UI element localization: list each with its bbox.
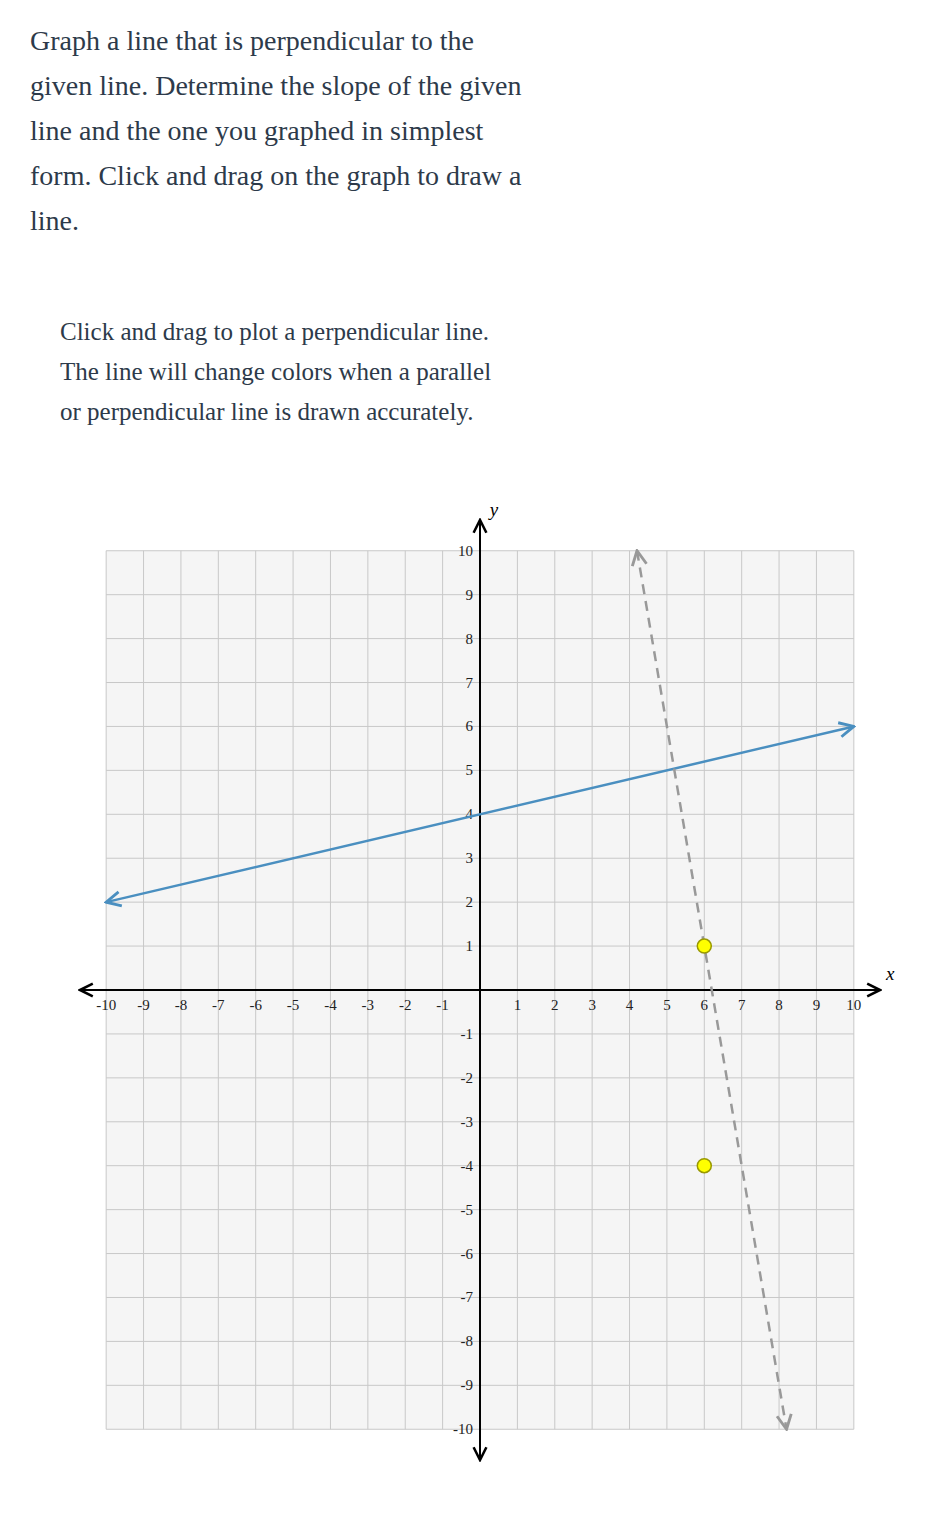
y-tick-label: 7 [466, 675, 474, 691]
line [106, 726, 854, 902]
x-tick-label: -3 [362, 997, 375, 1013]
y-tick-label: 3 [466, 850, 474, 866]
point [697, 939, 711, 953]
x-tick-label: -6 [249, 997, 262, 1013]
x-tick-label: 9 [813, 997, 821, 1013]
y-tick-label: 2 [466, 894, 474, 910]
x-tick-label: 10 [846, 997, 861, 1013]
y-tick-label: -2 [461, 1070, 474, 1086]
y-tick-label: -5 [461, 1202, 474, 1218]
x-tick-label: -10 [96, 997, 116, 1013]
x-tick-label: 7 [738, 997, 746, 1013]
y-axis-label: y [488, 499, 499, 520]
y-tick-label: -3 [461, 1114, 474, 1130]
y-axis [479, 520, 481, 1460]
point [697, 1159, 711, 1173]
y-tick-label: 1 [466, 938, 474, 954]
y-tick-label: 9 [466, 587, 474, 603]
y-tick-label: 4 [466, 806, 474, 822]
x-tick-label: -4 [324, 997, 337, 1013]
x-tick-label: -7 [212, 997, 225, 1013]
x-tick-label: -8 [175, 997, 188, 1013]
y-tick-label: 5 [466, 762, 474, 778]
y-tick-label: -9 [461, 1377, 474, 1393]
x-tick-label: 3 [588, 997, 596, 1013]
x-tick-label: -2 [399, 997, 412, 1013]
subtitle: Click and drag to plot a perpendicular l… [60, 318, 491, 425]
x-tick-label: 6 [701, 997, 709, 1013]
y-tick-label: -7 [461, 1289, 474, 1305]
y-tick-label: 6 [466, 718, 474, 734]
x-tick-label: 8 [775, 997, 783, 1013]
plot-area [106, 551, 854, 1430]
x-tick-label: -9 [137, 997, 150, 1013]
line [637, 551, 787, 1430]
y-tick-label: -10 [453, 1421, 473, 1437]
x-tick-label: 1 [514, 997, 522, 1013]
y-tick-label: -4 [461, 1158, 474, 1174]
title: Graph a line that is perpendicular to th… [30, 25, 522, 236]
x-tick-label: -5 [287, 997, 300, 1013]
y-tick-label: 8 [466, 631, 474, 647]
x-tick-label: 5 [663, 997, 671, 1013]
y-tick-label: -1 [461, 1026, 474, 1042]
y-tick-label: -6 [461, 1246, 474, 1262]
x-tick-label: 2 [551, 997, 559, 1013]
y-tick-label: 10 [458, 543, 473, 559]
y-tick-label: -8 [461, 1333, 474, 1349]
x-tick-label: -1 [436, 997, 449, 1013]
x-tick-label: 4 [626, 997, 634, 1013]
x-axis-label: x [885, 963, 895, 984]
axes: -10 -9 -8 -7 -6 -5 -4 -3 -2 -1 1 2 3 4 5 6 7 8 9 10 -10 -9 -8 -… [80, 520, 880, 1460]
